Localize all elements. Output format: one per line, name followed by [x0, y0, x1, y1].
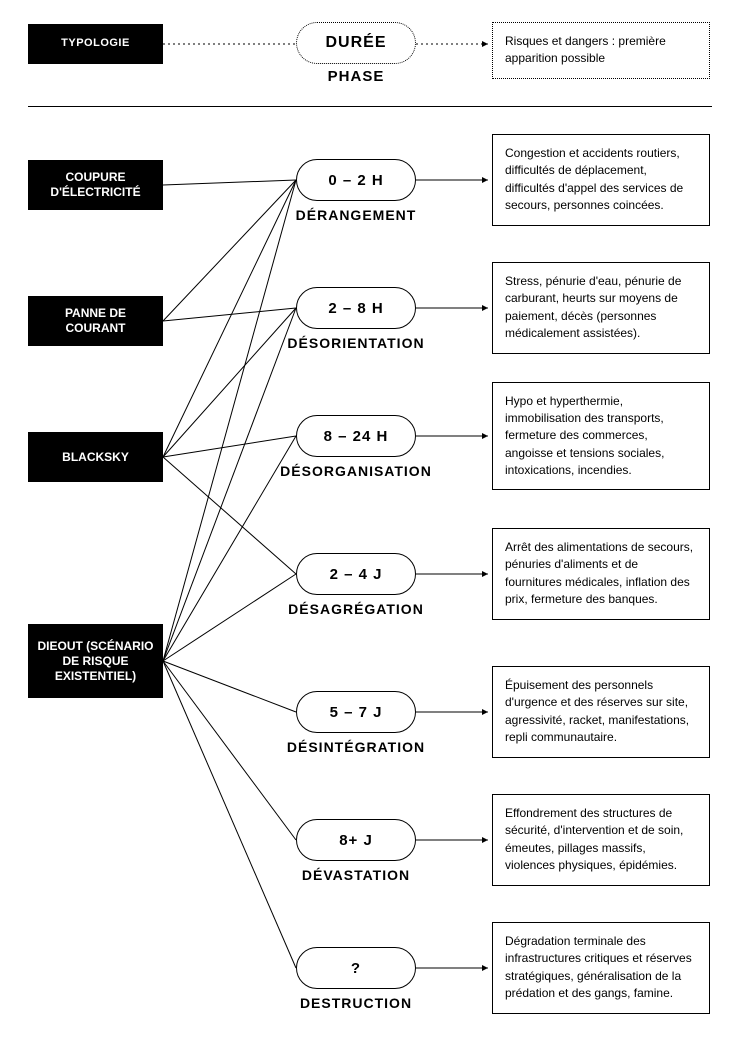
duration-label: 8 – 24 H — [324, 428, 389, 445]
duration-label: 8+ J — [339, 832, 373, 849]
risk-box: Stress, pénurie d'eau, pénurie de carbur… — [492, 262, 710, 354]
typology-legend-box: TYPOLOGIE — [28, 24, 163, 64]
typology-box: DIEOUT (SCÉNARIO DE RISQUE EXISTENTIEL) — [28, 624, 163, 698]
risk-box: Effondrement des structures de sécurité,… — [492, 794, 710, 886]
phase-legend-label: PHASE — [266, 68, 446, 85]
duration-oval: 5 – 7 J — [296, 691, 416, 733]
phase-label: DESTRUCTION — [266, 995, 446, 1011]
duration-legend-oval: DURÉE — [296, 22, 416, 64]
typology-label: DIEOUT (SCÉNARIO DE RISQUE EXISTENTIEL) — [34, 639, 157, 684]
risk-legend-box: Risques et dangers : première apparition… — [492, 22, 710, 79]
risk-box: Hypo et hyperthermie, immobilisation des… — [492, 382, 710, 491]
duration-label: 0 – 2 H — [328, 172, 383, 189]
phase-label: DÉRANGEMENT — [266, 207, 446, 223]
duration-legend-label: DURÉE — [325, 34, 386, 52]
risk-box: Congestion et accidents routiers, diffic… — [492, 134, 710, 226]
risk-box: Arrêt des alimentations de secours, pénu… — [492, 528, 710, 620]
typology-label: BLACKSKY — [62, 450, 129, 465]
duration-label: 2 – 4 J — [330, 566, 383, 583]
typology-label: COUPURE D'ÉLECTRICITÉ — [34, 170, 157, 200]
duration-oval: 2 – 8 H — [296, 287, 416, 329]
duration-oval: 8+ J — [296, 819, 416, 861]
duration-oval: 2 – 4 J — [296, 553, 416, 595]
typology-box: COUPURE D'ÉLECTRICITÉ — [28, 160, 163, 210]
duration-oval: 0 – 2 H — [296, 159, 416, 201]
duration-label: 2 – 8 H — [328, 300, 383, 317]
phase-label: DÉVASTATION — [266, 867, 446, 883]
duration-oval: 8 – 24 H — [296, 415, 416, 457]
duration-label: ? — [351, 960, 361, 977]
typology-label: PANNE DE COURANT — [34, 306, 157, 336]
phase-label: DÉSINTÉGRATION — [266, 739, 446, 755]
duration-label: 5 – 7 J — [330, 704, 383, 721]
phase-label: DÉSAGRÉGATION — [266, 601, 446, 617]
typology-legend-label: TYPOLOGIE — [61, 37, 130, 51]
typology-box: PANNE DE COURANT — [28, 296, 163, 346]
typology-box: BLACKSKY — [28, 432, 163, 482]
risk-box: Dégradation terminale des infrastructure… — [492, 922, 710, 1014]
legend-divider — [28, 106, 712, 107]
risk-box: Épuisement des personnels d'urgence et d… — [492, 666, 710, 758]
phase-label: DÉSORGANISATION — [266, 463, 446, 479]
phase-label: DÉSORIENTATION — [266, 335, 446, 351]
duration-oval: ? — [296, 947, 416, 989]
